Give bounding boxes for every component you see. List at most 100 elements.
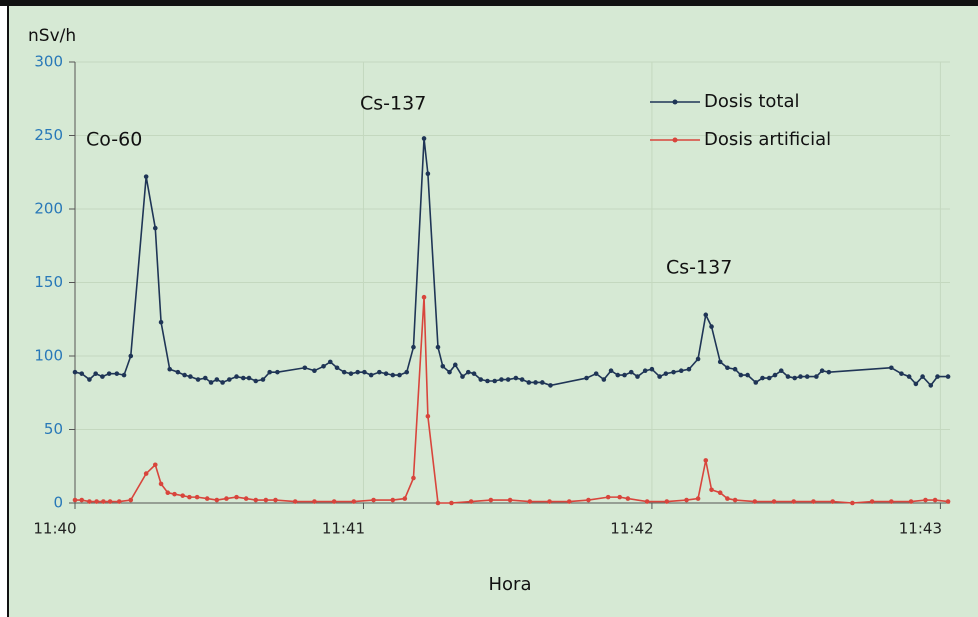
data-point [792, 375, 798, 381]
data-point [172, 491, 177, 497]
data-point [425, 413, 431, 419]
data-point [671, 369, 676, 375]
data-point [771, 499, 777, 504]
data-point [628, 369, 634, 375]
data-point [499, 377, 504, 382]
data-point [533, 380, 538, 385]
data-point [341, 369, 347, 375]
data-point [362, 369, 367, 375]
data-point [804, 374, 810, 379]
data-point [932, 497, 938, 503]
data-point [605, 494, 611, 500]
data-point [686, 366, 692, 372]
data-point [402, 496, 408, 501]
data-point [657, 374, 662, 379]
data-point [182, 372, 187, 378]
annotation: Cs-137 [666, 257, 732, 279]
x-tick-label: 11:43 [899, 520, 942, 538]
data-point [791, 499, 797, 504]
data-point [642, 368, 648, 374]
data-point [928, 383, 934, 388]
data-point [175, 369, 181, 375]
data-point [107, 499, 113, 504]
data-point [188, 374, 193, 379]
data-point [390, 372, 396, 378]
data-point [187, 494, 192, 500]
data-point [814, 374, 819, 379]
data-point [87, 499, 92, 504]
data-point [143, 174, 149, 179]
data-point [273, 497, 278, 503]
data-point [819, 368, 825, 374]
data-point [695, 496, 701, 501]
legend-label: Dosis artificial [704, 129, 831, 150]
data-point [452, 362, 458, 368]
data-point [208, 380, 214, 385]
data-point [617, 494, 623, 500]
data-point [447, 369, 452, 375]
data-point [492, 378, 498, 384]
data-point [93, 371, 98, 376]
data-point [460, 374, 465, 379]
data-point [121, 372, 127, 378]
data-point [94, 499, 99, 504]
data-point [513, 375, 519, 381]
data-point [471, 371, 477, 376]
data-point [79, 497, 85, 503]
data-point [772, 372, 778, 378]
data-point [505, 377, 511, 382]
data-point [527, 499, 533, 504]
data-point [826, 369, 832, 375]
data-point [785, 374, 791, 379]
data-point [331, 499, 337, 504]
data-point [397, 372, 402, 378]
data-point [440, 363, 446, 369]
data-point [622, 372, 627, 378]
data-point [411, 344, 416, 350]
data-point [709, 324, 714, 329]
data-point [368, 372, 374, 378]
data-point [695, 356, 701, 362]
data-point [100, 374, 105, 379]
data-point [321, 363, 326, 369]
data-point [152, 225, 158, 231]
data-point [717, 359, 723, 365]
data-point [180, 493, 185, 498]
y-tick-label: 100 [34, 347, 63, 365]
data-point [644, 499, 650, 504]
data-point [214, 497, 220, 503]
data-point [745, 372, 750, 378]
data-point [194, 494, 200, 500]
data-point [548, 383, 553, 388]
data-point [253, 497, 259, 503]
data-point [908, 499, 914, 504]
data-point [478, 377, 484, 382]
data-point [202, 375, 208, 381]
data-point [811, 499, 816, 504]
annotation: Co-60 [86, 129, 142, 151]
data-point [72, 369, 78, 375]
y-tick-label: 200 [34, 200, 63, 218]
data-point [101, 499, 106, 504]
data-point [435, 500, 441, 506]
data-point [732, 497, 738, 503]
data-point [760, 375, 765, 381]
annotation: Cs-137 [360, 93, 426, 115]
data-point [106, 371, 112, 376]
x-tick-label: 11:40 [33, 520, 76, 538]
data-point [798, 374, 803, 379]
data-point [584, 375, 589, 381]
data-point [411, 475, 416, 481]
data-point [128, 353, 134, 359]
data-point [449, 500, 454, 506]
data-point [425, 171, 431, 177]
data-point [923, 497, 928, 503]
data-point [302, 365, 308, 371]
data-point [114, 371, 120, 376]
data-point [227, 377, 232, 382]
data-point [906, 374, 912, 379]
data-point [465, 369, 471, 375]
data-point [778, 368, 784, 374]
data-point [348, 371, 354, 376]
